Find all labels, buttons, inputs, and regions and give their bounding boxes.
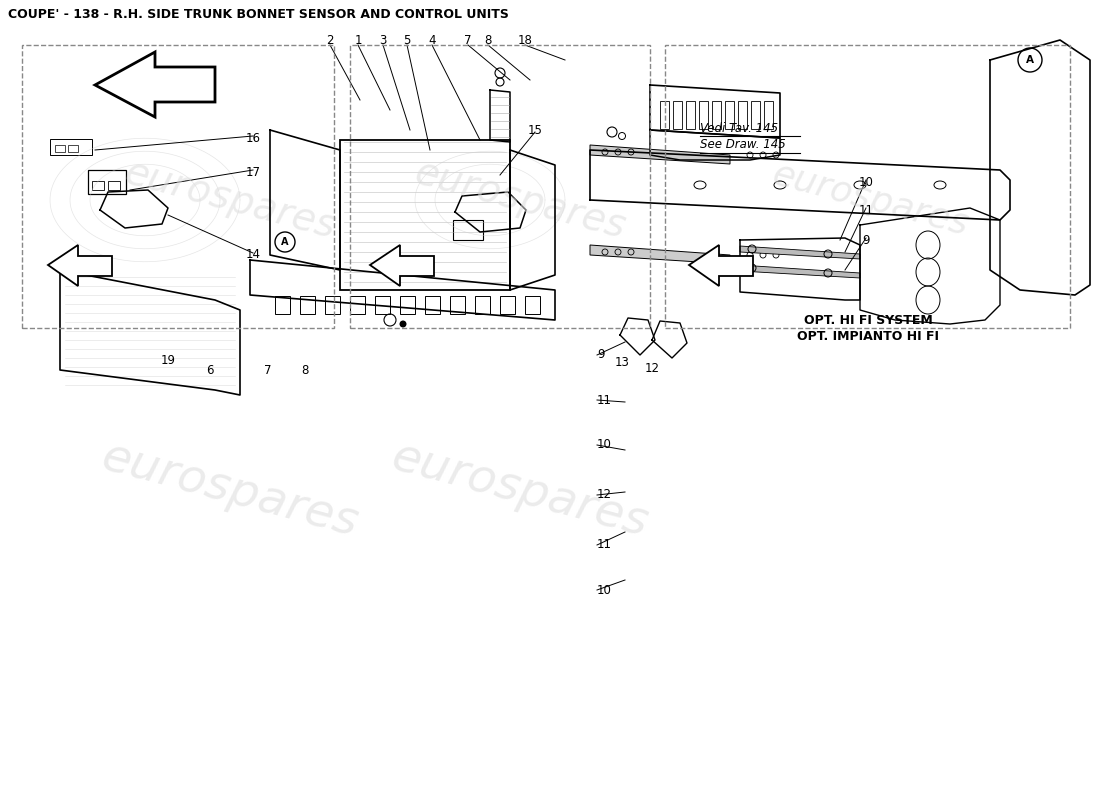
Text: OPT. IMPIANTO HI FI: OPT. IMPIANTO HI FI — [798, 330, 939, 342]
Bar — [764, 101, 773, 129]
Bar — [698, 101, 708, 129]
Text: 18: 18 — [518, 34, 532, 46]
Text: eurospares: eurospares — [768, 158, 972, 242]
Bar — [108, 181, 120, 190]
Bar — [660, 101, 669, 129]
Text: COUPE' - 138 - R.H. SIDE TRUNK BONNET SENSOR AND CONTROL UNITS: COUPE' - 138 - R.H. SIDE TRUNK BONNET SE… — [8, 8, 509, 21]
Bar — [525, 296, 540, 314]
Text: 12: 12 — [597, 489, 612, 502]
Bar — [453, 220, 483, 240]
Polygon shape — [590, 145, 730, 164]
Bar — [68, 145, 78, 152]
Text: eurospares: eurospares — [120, 154, 340, 246]
Text: eurospares: eurospares — [386, 434, 653, 546]
Bar — [50, 139, 92, 155]
Bar — [92, 181, 104, 190]
Text: 6: 6 — [207, 363, 213, 377]
Text: 4: 4 — [428, 34, 436, 46]
Text: 19: 19 — [161, 354, 176, 366]
Text: 1: 1 — [354, 34, 362, 46]
Text: 17: 17 — [245, 166, 261, 178]
Text: 10: 10 — [859, 175, 873, 189]
Bar — [450, 296, 465, 314]
Text: 13: 13 — [615, 357, 629, 370]
Bar — [88, 170, 126, 194]
Text: 10: 10 — [597, 583, 612, 597]
Text: See Draw. 145: See Draw. 145 — [700, 138, 785, 151]
Text: 11: 11 — [597, 394, 612, 406]
Text: 8: 8 — [301, 363, 309, 377]
Bar — [300, 296, 315, 314]
Text: 11: 11 — [858, 203, 873, 217]
Polygon shape — [689, 245, 754, 286]
Bar — [712, 101, 720, 129]
Text: OPT. HI FI SYSTEM: OPT. HI FI SYSTEM — [804, 314, 933, 326]
Text: eurospares: eurospares — [97, 434, 363, 546]
Polygon shape — [370, 245, 434, 286]
Bar — [340, 140, 510, 290]
Text: 2: 2 — [327, 34, 333, 46]
Polygon shape — [590, 245, 730, 264]
Polygon shape — [740, 265, 860, 278]
Circle shape — [399, 321, 407, 327]
Text: 5: 5 — [404, 34, 410, 46]
Text: 12: 12 — [645, 362, 660, 374]
Bar — [686, 101, 695, 129]
Bar — [738, 101, 747, 129]
Bar — [275, 296, 290, 314]
Text: 7: 7 — [464, 34, 472, 46]
Bar — [500, 296, 515, 314]
Text: 15: 15 — [528, 123, 542, 137]
Text: Vedi Tav. 145: Vedi Tav. 145 — [700, 122, 778, 134]
Polygon shape — [95, 52, 214, 117]
Bar — [475, 296, 490, 314]
Bar — [725, 101, 734, 129]
Text: 9: 9 — [862, 234, 870, 246]
Polygon shape — [48, 245, 112, 286]
Text: 11: 11 — [597, 538, 612, 551]
Bar — [425, 296, 440, 314]
Polygon shape — [740, 246, 860, 259]
Bar — [673, 101, 682, 129]
Bar — [751, 101, 760, 129]
Text: 16: 16 — [245, 131, 261, 145]
Bar — [350, 296, 365, 314]
Bar — [375, 296, 390, 314]
Bar — [400, 296, 415, 314]
Text: A: A — [1026, 55, 1034, 65]
Text: 9: 9 — [597, 349, 605, 362]
Text: 10: 10 — [597, 438, 612, 451]
Text: 3: 3 — [379, 34, 387, 46]
Text: 8: 8 — [484, 34, 492, 46]
Text: eurospares: eurospares — [410, 154, 630, 246]
Text: A: A — [282, 237, 288, 247]
Text: 7: 7 — [264, 363, 272, 377]
Bar — [55, 145, 65, 152]
Bar — [324, 296, 340, 314]
Text: 14: 14 — [245, 249, 261, 262]
